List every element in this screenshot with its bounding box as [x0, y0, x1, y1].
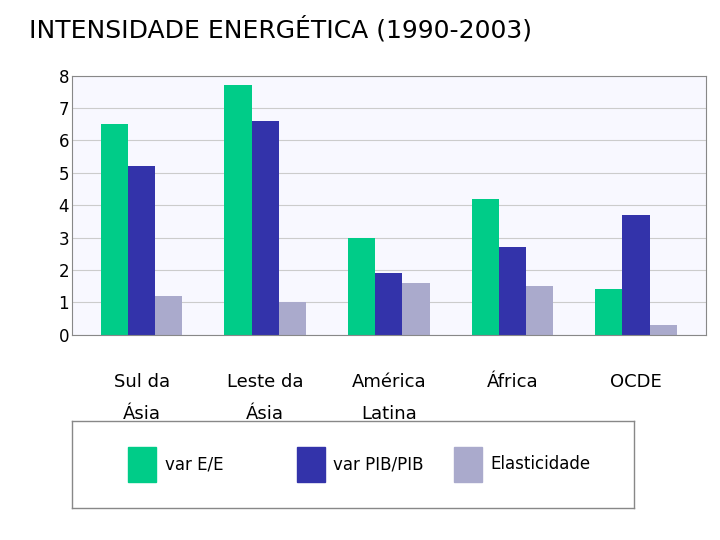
Bar — [454, 447, 482, 482]
Bar — [622, 215, 649, 335]
Bar — [472, 199, 499, 335]
Bar — [348, 238, 375, 335]
Bar — [499, 247, 526, 335]
Bar — [297, 447, 325, 482]
Text: Leste da: Leste da — [227, 373, 303, 390]
Bar — [279, 302, 306, 335]
Bar — [251, 121, 279, 335]
Bar — [225, 85, 251, 335]
Text: África: África — [487, 373, 539, 390]
Bar — [128, 166, 156, 335]
Text: Sul da: Sul da — [114, 373, 170, 390]
Text: Elasticidade: Elasticidade — [490, 455, 590, 474]
Text: América: América — [351, 373, 426, 390]
Bar — [526, 286, 553, 335]
Bar — [375, 273, 402, 335]
Text: OCDE: OCDE — [610, 373, 662, 390]
Text: var PIB/PIB: var PIB/PIB — [333, 455, 423, 474]
Bar — [128, 447, 156, 482]
Text: INTENSIDADE ENERGÉTICA (1990-2003): INTENSIDADE ENERGÉTICA (1990-2003) — [29, 16, 532, 43]
Bar — [156, 296, 182, 335]
Bar — [402, 283, 430, 335]
Text: var E/E: var E/E — [165, 455, 223, 474]
Text: Ásia: Ásia — [246, 405, 284, 423]
Bar — [101, 124, 128, 335]
Text: Latina: Latina — [361, 405, 417, 423]
Bar — [595, 289, 622, 335]
Bar — [649, 325, 677, 335]
Text: Ásia: Ásia — [122, 405, 161, 423]
